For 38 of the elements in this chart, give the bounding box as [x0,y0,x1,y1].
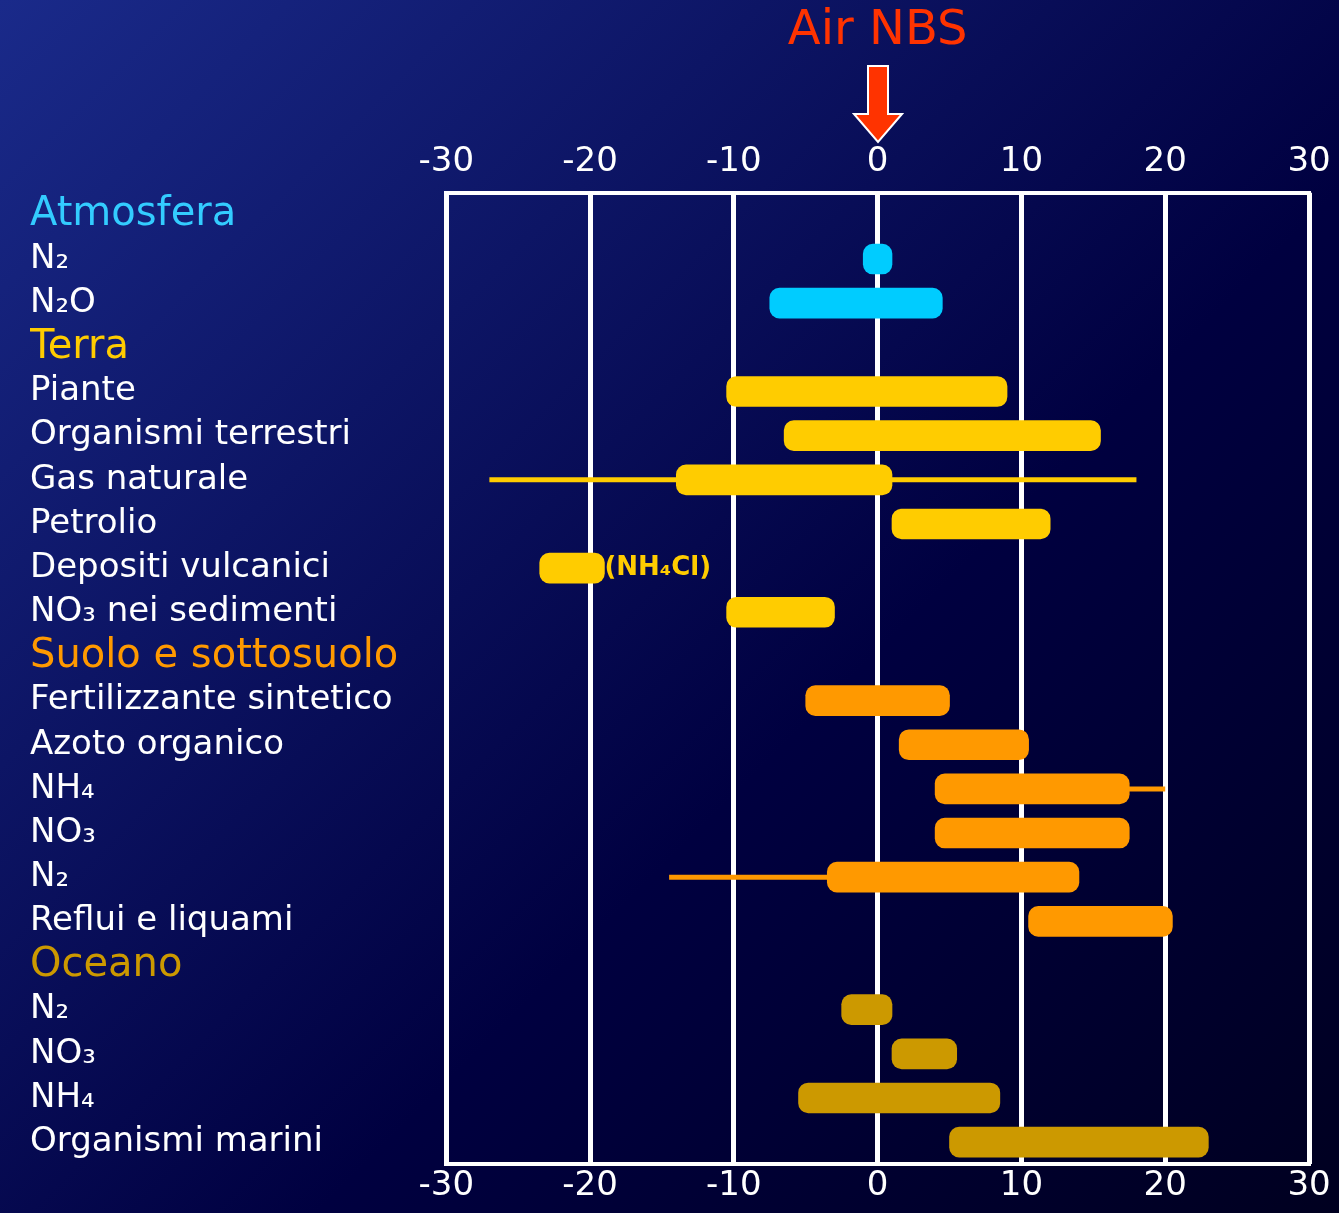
x2-tick-label: -20 [562,139,618,180]
x-tick-label: -30 [418,1163,475,1204]
y-tick-label: Organismi marini [30,1118,324,1159]
y-tick-label: NO₃ [30,809,96,850]
y-tick-label: N₂ [30,986,70,1027]
y-tick-label: NH₄ [30,765,95,806]
x2-tick-label: -30 [418,139,475,180]
y-tick-label: N₂ [30,854,70,895]
x2-tick-label: 20 [1143,139,1187,180]
x-tick-label: 0 [866,1163,889,1204]
annotation: (NH₄Cl) [604,550,712,581]
x-tick-label: -10 [706,1163,762,1204]
x-tick-label: 30 [1287,1163,1331,1204]
y-tick-label: Gas naturale [30,456,249,497]
x-tick-label: 10 [999,1163,1044,1204]
y-tick-label: Reflui e liquami [30,898,294,939]
x2-tick-label: 30 [1287,139,1331,180]
y-tick-label: Depositi vulcanici [30,544,331,585]
y-tick-label: Oceano [30,938,183,985]
x2-tick-label: -10 [706,139,762,180]
y-tick-label: Atmosfera [30,188,237,235]
x-tick-label: -20 [562,1163,618,1204]
y-tick-label: N₂ [30,235,70,276]
y-tick-label: Piante [30,368,136,409]
y-tick-label: Suolo e sottosuolo [30,629,399,676]
y-tick-label: NO₃ [30,1030,96,1071]
y-tick-label: Petrolio [30,500,158,541]
x-tick-label: 20 [1143,1163,1187,1204]
y-tick-label: NH₄ [30,1074,95,1115]
chart-title: Air NBS [787,0,968,56]
y-tick-label: Azoto organico [30,721,284,762]
y-tick-label: Fertilizzante sintetico [30,677,393,718]
y-tick-label: Organismi terrestri [30,412,351,453]
y-tick-label: N₂O [30,280,96,321]
x2-tick-label: 10 [999,139,1044,180]
x2-tick-label: 0 [866,139,889,180]
y-tick-label: NO₃ nei sedimenti [30,589,338,630]
y-tick-label: Terra [29,320,129,367]
